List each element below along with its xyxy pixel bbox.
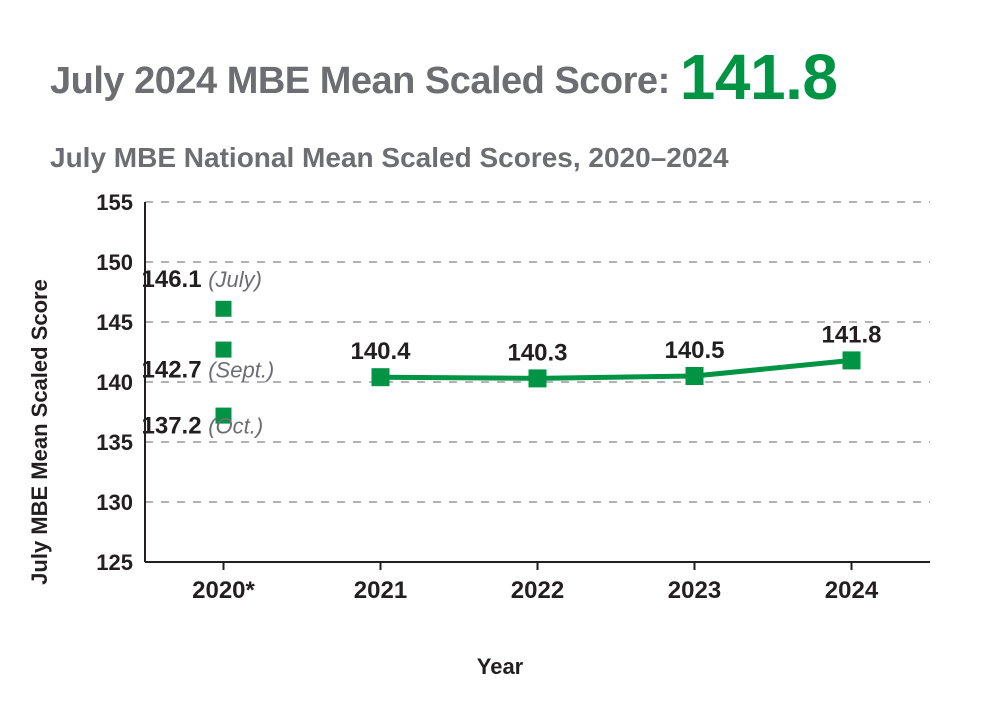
y-tick-label: 130	[96, 490, 133, 515]
chart-container: July MBE Mean Scaled Score 1251301351401…	[50, 192, 950, 672]
y-tick-label: 145	[96, 310, 133, 335]
y-tick-label: 125	[96, 550, 133, 575]
y-axis-label: July MBE Mean Scaled Score	[27, 279, 53, 585]
data-label-2020: 142.7 (Sept.)	[142, 357, 275, 384]
main-title: July 2024 MBE Mean Scaled Score: 141.8	[50, 40, 950, 114]
trend-line	[381, 360, 852, 378]
data-marker-2020	[216, 301, 232, 317]
data-label: 140.3	[507, 339, 567, 366]
y-tick-label: 135	[96, 430, 133, 455]
x-tick-label: 2022	[511, 577, 564, 604]
x-tick-label: 2024	[825, 577, 879, 604]
chart-subtitle: July MBE National Mean Scaled Scores, 20…	[50, 142, 950, 174]
x-tick-label: 2023	[668, 577, 721, 604]
data-label-2020: 137.2 (Oct.)	[142, 413, 264, 440]
main-title-prefix: July 2024 MBE Mean Scaled Score:	[50, 60, 680, 102]
data-marker	[529, 369, 547, 387]
x-tick-label: 2020*	[192, 577, 255, 604]
data-label: 140.4	[350, 338, 411, 365]
chart-svg: 125 130 135 140 145 150 155 2020* 2021 2022 2023 20…	[50, 192, 950, 622]
data-label: 140.5	[664, 337, 724, 364]
data-marker	[686, 367, 704, 385]
data-label-2020: 146.1 (July)	[142, 266, 263, 293]
y-tick-label: 140	[96, 370, 133, 395]
data-marker	[372, 368, 390, 386]
main-title-value: 141.8	[680, 41, 838, 113]
y-tick-label: 155	[96, 190, 133, 215]
x-tick-label: 2021	[354, 577, 407, 604]
data-label: 141.8	[821, 321, 881, 348]
x-axis-label: Year	[477, 654, 524, 680]
y-tick-label: 150	[96, 250, 133, 275]
data-marker-2020	[216, 342, 232, 358]
data-marker	[843, 351, 861, 369]
